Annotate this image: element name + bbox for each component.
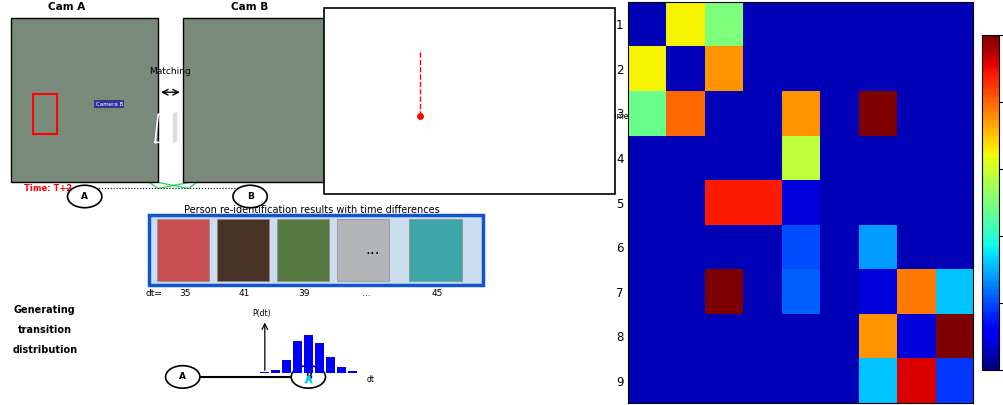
Bar (183, 18, 329, 182)
Text: Time: T+2: Time: T+2 (24, 184, 72, 194)
Text: 1st RF: 1st RF (347, 148, 367, 153)
Text: transition: transition (18, 325, 72, 335)
Bar (217, 219, 269, 281)
Bar (271, 370, 280, 373)
Text: 2nd RF: 2nd RF (367, 41, 389, 46)
Text: 3rd RF: 3rd RF (429, 148, 449, 153)
Bar (304, 335, 313, 373)
Text: dt=: dt= (145, 289, 162, 298)
Text: last RF: last RF (537, 148, 558, 153)
Bar (409, 219, 461, 281)
Text: dt: dt (366, 375, 374, 384)
Text: A: A (81, 192, 88, 201)
Text: Initial time window $T$ = 600s: Initial time window $T$ = 600s (405, 27, 536, 38)
Text: B: B (305, 373, 312, 382)
Bar (32, 94, 57, 134)
Text: 4th RF: 4th RF (451, 41, 471, 46)
Bar (337, 219, 389, 281)
Bar (148, 215, 482, 285)
Bar (277, 219, 329, 281)
Bar (337, 367, 346, 373)
Bar (293, 341, 302, 373)
Text: 2T: 2T (483, 125, 493, 134)
Text: Camera B: Camera B (95, 102, 122, 107)
Text: Person re-identification results with time differences: Person re-identification results with ti… (184, 205, 439, 215)
Text: 39: 39 (298, 289, 310, 298)
Text: T: T (417, 125, 422, 134)
Bar (348, 371, 357, 373)
Text: A: A (180, 373, 186, 382)
Text: 35: 35 (179, 289, 191, 298)
Text: 41: 41 (238, 289, 250, 298)
Text: 0: 0 (338, 125, 343, 134)
Text: Cam A: Cam A (47, 2, 85, 12)
Circle shape (233, 185, 267, 208)
Bar (323, 8, 614, 194)
Bar (326, 357, 335, 373)
Circle shape (165, 366, 200, 388)
Bar (282, 360, 291, 373)
Text: Matching: Matching (149, 67, 192, 76)
Bar (315, 343, 324, 373)
Text: ...: ... (365, 242, 379, 257)
Text: Generating: Generating (14, 305, 75, 315)
Text: distribution: distribution (12, 345, 77, 355)
Text: time: time (611, 112, 629, 121)
Text: ...: ... (362, 289, 370, 298)
Text: Time: T+2: Time: T+2 (357, 44, 408, 53)
Bar (11, 18, 158, 182)
Circle shape (291, 366, 325, 388)
Text: Random forest classifiers of CAM B: Random forest classifiers of CAM B (385, 13, 556, 23)
Polygon shape (174, 112, 177, 142)
Bar (156, 219, 209, 281)
Text: P(dt): P(dt) (252, 309, 271, 318)
Text: Cam B: Cam B (232, 2, 269, 12)
Circle shape (67, 185, 101, 208)
Text: 45: 45 (431, 289, 442, 298)
Text: B: B (247, 192, 254, 201)
